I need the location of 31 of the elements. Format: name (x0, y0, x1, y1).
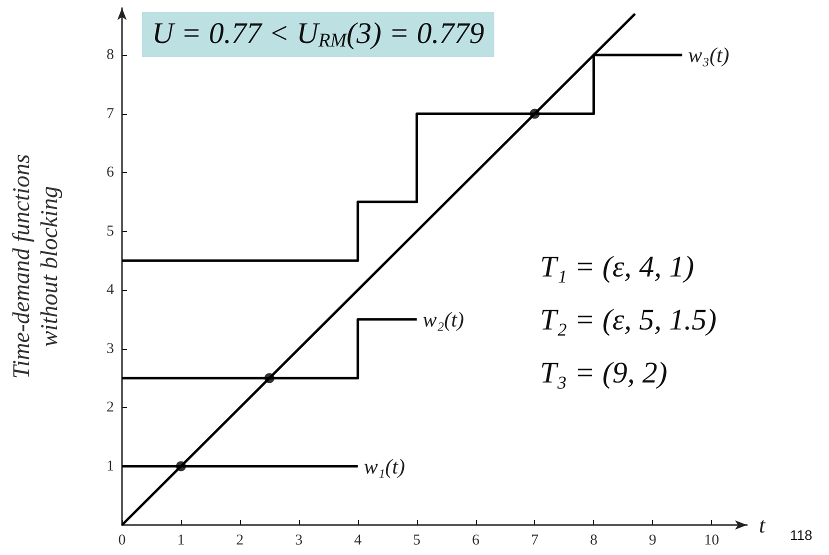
x-tick-label: 4 (354, 532, 362, 548)
y-tick-label: 2 (106, 400, 114, 416)
y-tick-label: 3 (106, 340, 114, 357)
annotation: T₂ = (ε, 5, 1.5) (540, 304, 717, 336)
y-tick-label: 8 (106, 47, 114, 63)
point (530, 108, 540, 119)
annotation: T₃ = (9, 2) (540, 356, 668, 390)
annotation: T₁ = (ε, 4, 1) (540, 250, 694, 284)
y-tick-label: 7 (106, 106, 114, 122)
series-label: w₃(t) (688, 43, 730, 67)
y-tick-label: 6 (106, 164, 114, 180)
x-tick-label: 0 (118, 532, 126, 548)
y-axis-title: Time-demand functions without blocking (9, 154, 63, 379)
point (264, 373, 274, 384)
y-tick-label: 5 (106, 223, 114, 240)
x-tick-label: 2 (236, 532, 244, 548)
x-tick-label: 7 (530, 532, 539, 548)
x-tick-label: 5 (413, 532, 421, 548)
y-tick-label: 4 (106, 282, 114, 298)
x-tick-label: 3 (295, 532, 303, 548)
text: 118 (790, 527, 813, 543)
y-tick-label: 1 (106, 458, 114, 474)
x-tick-label: 1 (177, 532, 185, 548)
series-label: w₂(t) (422, 307, 464, 332)
point (176, 461, 186, 472)
x-tick-label: 9 (648, 532, 656, 548)
x-tick-label: 10 (704, 532, 720, 548)
series-label: w₁(t) (364, 454, 405, 478)
x-axis-title: t (759, 512, 766, 538)
x-tick-label: 8 (590, 532, 598, 548)
x-tick-label: 6 (472, 532, 480, 548)
